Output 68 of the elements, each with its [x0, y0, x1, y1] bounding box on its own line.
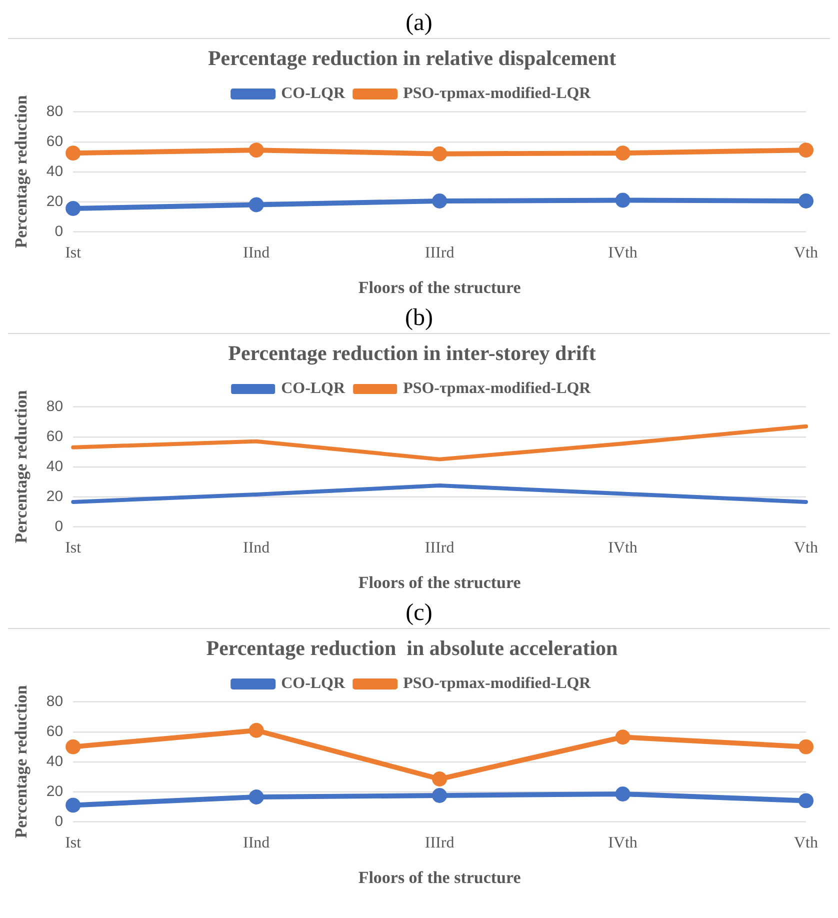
y-tick-label: 80	[46, 103, 64, 120]
text: (a)	[404, 9, 434, 38]
y-tick-label: 20	[46, 782, 64, 800]
x-tick-label: Ist	[65, 539, 82, 556]
x-tick-label: Vth	[794, 244, 818, 262]
y-tick-label: 60	[46, 428, 64, 445]
y-axis-title: Percentage reduction	[12, 94, 31, 248]
x-tick-label: IVth	[608, 834, 638, 852]
legend-label: PSO-τpmax-modified-LQR	[403, 85, 592, 102]
point	[248, 789, 264, 804]
point	[615, 730, 630, 745]
chart-title: Percentage reduction in relative dispalcement	[208, 46, 616, 70]
x-tick-label: Vth	[794, 834, 818, 852]
x-axis-title: Floors of the structure	[358, 868, 522, 888]
point	[615, 146, 630, 161]
point	[432, 788, 448, 803]
y-tick-label: 0	[54, 518, 64, 535]
x-tick-label: IInd	[242, 244, 270, 262]
y-axis-title: Percentage reduction	[12, 390, 31, 544]
x-axis-title: Floors of the structure	[358, 573, 522, 592]
y-tick-label: 60	[46, 133, 64, 150]
point	[432, 772, 448, 786]
point	[432, 146, 448, 162]
y-tick-label: 60	[46, 723, 64, 740]
legend-label: CO-LQR	[281, 380, 346, 398]
point	[66, 200, 81, 216]
x-tick-label: IVth	[608, 244, 638, 262]
point	[248, 722, 264, 738]
point	[615, 786, 630, 802]
x-tick-label: IIIrd	[424, 244, 454, 262]
point	[615, 192, 630, 208]
point	[798, 739, 814, 754]
x-axis-title: Floors of the structure	[358, 278, 522, 298]
text: (c)	[404, 599, 434, 628]
point	[798, 194, 814, 208]
legend-label: CO-LQR	[281, 85, 346, 102]
point	[66, 739, 81, 754]
x-tick-label: IIIrd	[424, 539, 454, 556]
x-tick-label: Vth	[794, 539, 818, 556]
x-tick-label: IVth	[608, 539, 638, 556]
chart-title: Percentage reduction in absolute acceleration	[206, 636, 618, 660]
x-tick-label: Ist	[65, 834, 82, 852]
y-tick-label: 0	[54, 222, 64, 240]
point	[432, 194, 448, 208]
y-tick-label: 20	[46, 488, 64, 505]
point	[66, 798, 81, 813]
y-tick-label: 40	[46, 162, 64, 180]
legend-label: PSO-τpmax-modified-LQR	[403, 380, 592, 398]
chart-title: Percentage reduction in inter-storey drift	[228, 340, 596, 365]
x-tick-label: IIIrd	[424, 834, 454, 852]
legend-label: PSO-τpmax-modified-LQR	[403, 675, 592, 692]
x-tick-label: IInd	[242, 539, 270, 556]
point	[798, 793, 814, 808]
y-tick-label: 80	[46, 693, 64, 710]
y-tick-label: 20	[46, 192, 64, 210]
y-tick-label: 0	[54, 812, 64, 830]
y-axis-title: Percentage reduction	[12, 684, 31, 838]
legend-label: CO-LQR	[281, 675, 346, 692]
point	[248, 142, 264, 158]
x-tick-label: IInd	[242, 834, 270, 852]
text: (b)	[404, 304, 434, 333]
point	[248, 197, 264, 212]
point	[798, 142, 814, 158]
x-tick-label: Ist	[65, 244, 82, 262]
point	[66, 146, 81, 161]
y-tick-label: 40	[46, 752, 64, 770]
y-tick-label: 80	[46, 398, 64, 416]
y-tick-label: 40	[46, 458, 64, 475]
